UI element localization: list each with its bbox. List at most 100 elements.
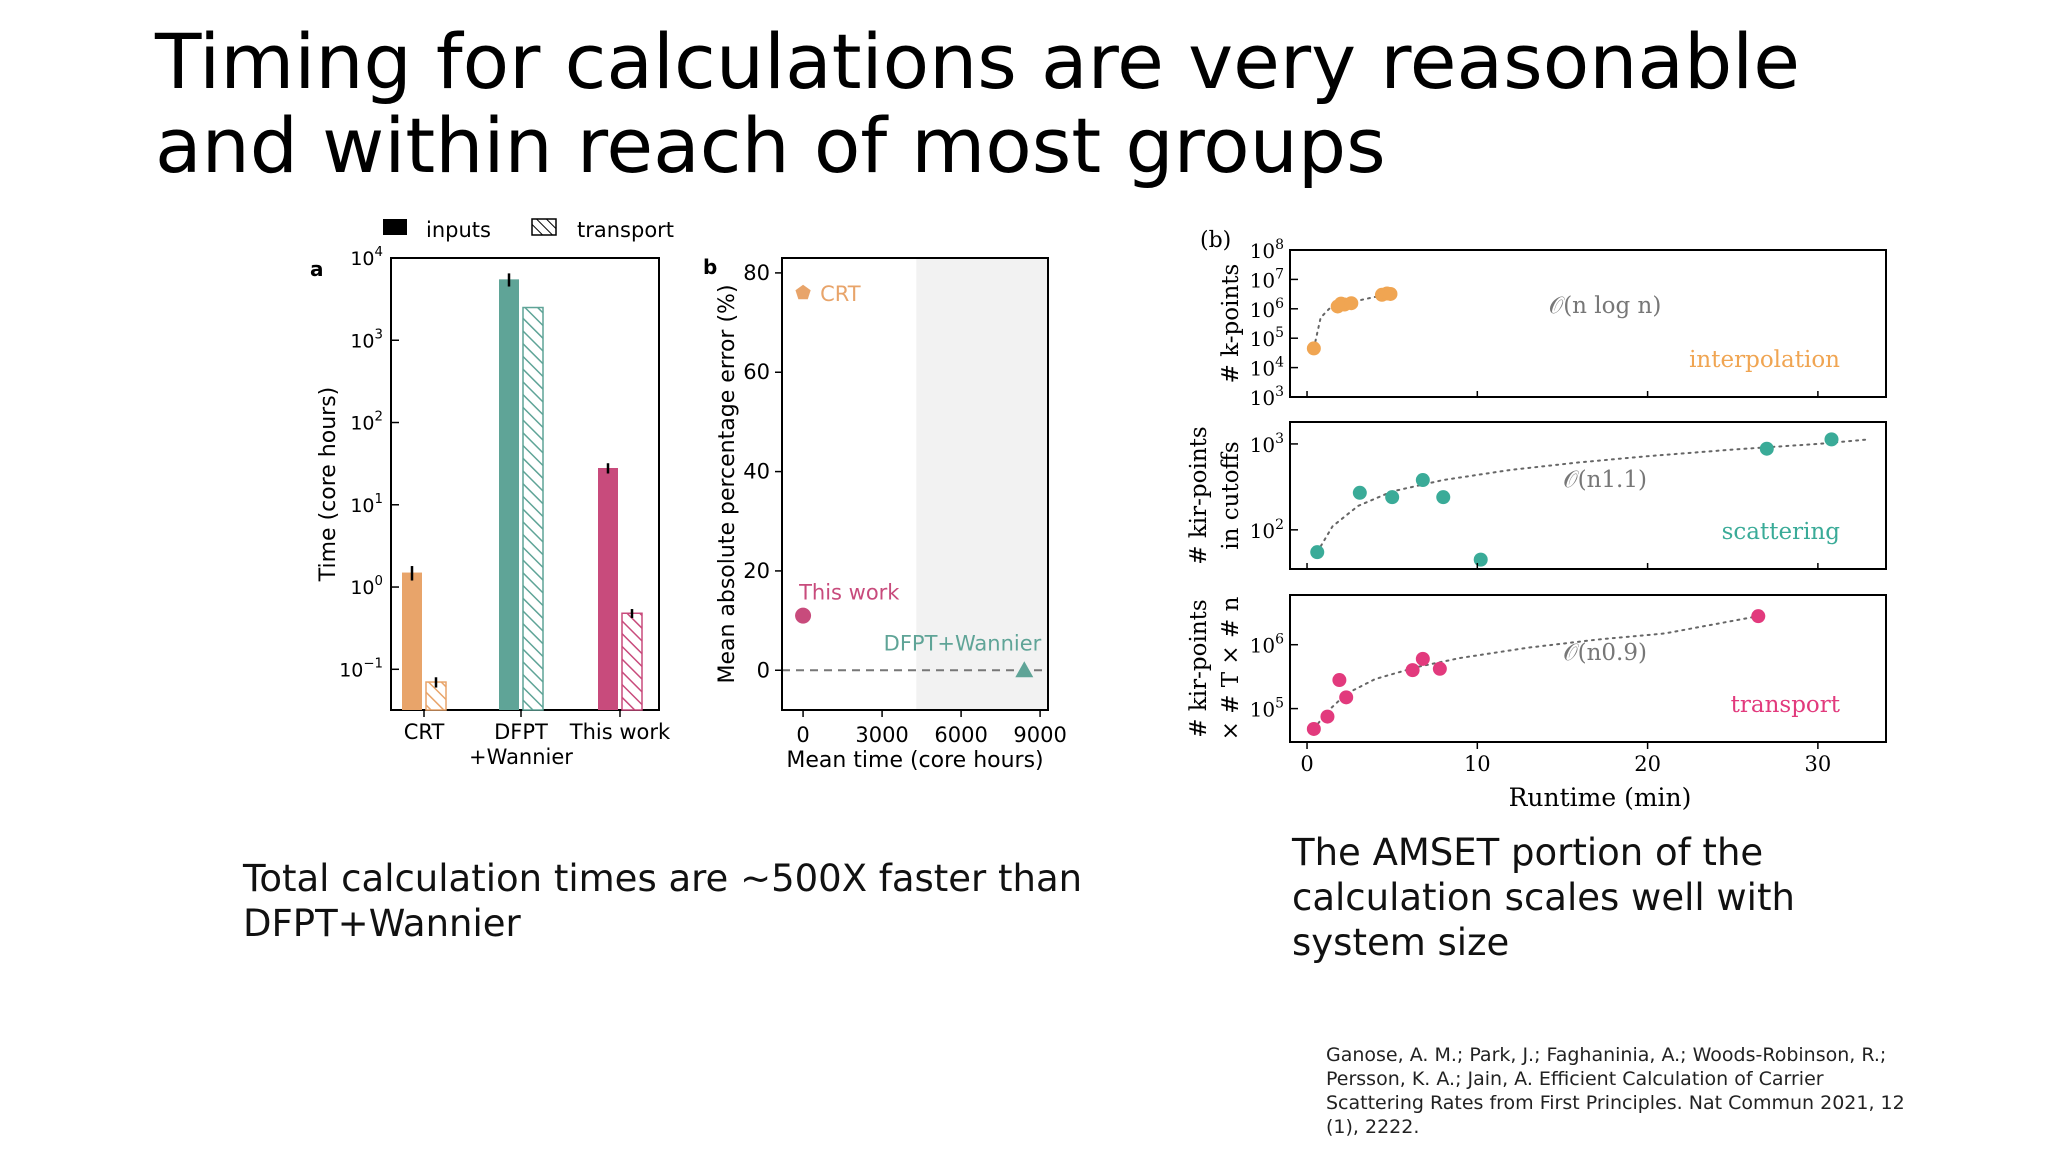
point-dfpt-wannier bbox=[1015, 661, 1034, 678]
subplot-y-tick-label: 102 bbox=[1250, 517, 1284, 543]
panel-a-y-tick-label: 100 bbox=[350, 574, 383, 599]
subplot-y-tick-label-base: 10 bbox=[1250, 239, 1275, 263]
panel-b-label: b bbox=[703, 255, 717, 279]
subplot-y-axis-label: # k-points bbox=[1218, 264, 1244, 384]
subplot-y-tick-label-exponent: 6 bbox=[1275, 296, 1284, 312]
panel-b-y-tick-label: 80 bbox=[743, 261, 770, 285]
subplot-y-tick-label: 103 bbox=[1250, 431, 1284, 457]
bar-inputs-0 bbox=[402, 572, 422, 710]
bar-inputs-1 bbox=[499, 279, 519, 710]
subplot-y-tick-label-exponent: 3 bbox=[1275, 384, 1284, 400]
panel-a-y-tick-label-exponent: 2 bbox=[375, 410, 383, 425]
data-point bbox=[1405, 663, 1420, 678]
panel-a-x-tick-label: CRT bbox=[404, 720, 445, 744]
subplot-y-tick-label: 104 bbox=[1250, 355, 1284, 381]
subplot-y-tick-label-exponent: 5 bbox=[1275, 696, 1284, 712]
panel-a-y-tick-label-exponent: 0 bbox=[375, 574, 383, 589]
panel-b-y-ticks: 0 20 40 60 80 bbox=[743, 261, 782, 682]
panel-scaling-label: (b) bbox=[1200, 228, 1231, 253]
panel-scaling-x-tick-label: 20 bbox=[1634, 752, 1661, 776]
panel-a-y-tick-label: 103 bbox=[350, 327, 383, 352]
panel-a-y-tick-label-exponent: 3 bbox=[375, 327, 383, 342]
series-name: scattering bbox=[1722, 519, 1841, 545]
caption-left: Total calculation times are ~500X faster… bbox=[243, 857, 1083, 945]
panel-b-x-tick-label: 3000 bbox=[855, 723, 908, 747]
panel-a-x-tick-label: This work bbox=[569, 720, 671, 744]
bar-transport-1 bbox=[522, 306, 544, 711]
panel-a-y-axis-label: Time (core hours) bbox=[316, 387, 341, 583]
data-point bbox=[1344, 296, 1359, 311]
panel-b-y-axis-label: Mean absolute percentage error (%) bbox=[715, 284, 740, 683]
legend-label-inputs: inputs bbox=[426, 218, 491, 242]
panel-a-y-tick-label-exponent: −1 bbox=[363, 656, 383, 671]
data-point bbox=[1306, 721, 1321, 736]
data-point bbox=[1751, 609, 1766, 624]
citation: Ganose, A. M.; Park, J.; Faghaninia, A.;… bbox=[1326, 1044, 1905, 1138]
subplot-y-tick-label-base: 10 bbox=[1250, 698, 1275, 722]
panel-b-x-tick-label: 0 bbox=[796, 723, 809, 747]
panel-scaling-x-tick-label: 30 bbox=[1805, 752, 1832, 776]
panel-a-y-tick-label-exponent: 1 bbox=[375, 492, 383, 507]
data-point bbox=[1473, 552, 1488, 567]
panel-a-y-tick-label: 10−1 bbox=[339, 656, 383, 681]
series-name: transport bbox=[1731, 692, 1841, 718]
panel-a-y-tick-label: 101 bbox=[350, 492, 383, 517]
subplot-y-tick-label-base: 10 bbox=[1250, 327, 1275, 351]
data-point bbox=[1824, 432, 1839, 447]
subplot-y-tick-label: 103 bbox=[1250, 384, 1284, 410]
subplot-y-tick-label: 105 bbox=[1250, 325, 1284, 351]
bar-transport-2 bbox=[621, 612, 643, 711]
subplot-y-tick-label-exponent: 3 bbox=[1275, 431, 1284, 447]
panel-b-points: CRT This work DFPT+Wannier bbox=[795, 282, 1042, 678]
subplot-y-tick-label-exponent: 5 bbox=[1275, 325, 1284, 341]
data-point bbox=[1385, 490, 1400, 505]
panel-a-y-tick-label: 102 bbox=[350, 410, 383, 435]
subplot-y-tick-label-exponent: 2 bbox=[1275, 517, 1284, 533]
fit-curve bbox=[1312, 615, 1760, 730]
panel-b-y-tick-label: 0 bbox=[757, 658, 770, 682]
panel-a-x-tick-label: DFPT bbox=[494, 720, 548, 744]
subplot-frame bbox=[1289, 249, 1887, 398]
bar-inputs-2 bbox=[598, 467, 618, 710]
panel-a-y-tick-label-exponent: 4 bbox=[375, 245, 383, 260]
panel-scaling-x-tick-label: 0 bbox=[1300, 752, 1313, 776]
subplot-y-axis-label: # kir-points bbox=[1186, 426, 1212, 564]
subplot-y-tick-label-exponent: 4 bbox=[1275, 355, 1284, 371]
point-this-work bbox=[795, 607, 812, 624]
subplot-y-tick-label: 108 bbox=[1250, 237, 1284, 263]
data-point bbox=[1306, 341, 1321, 356]
panel-a-x-tick-label: +Wannier bbox=[469, 745, 573, 769]
fit-label: 𝒪(n1.1) bbox=[1563, 467, 1647, 493]
point-label: This work bbox=[798, 581, 900, 605]
panel-a-y-tick-label-base: 10 bbox=[350, 330, 374, 352]
subplot-y-axis-label: × # T × # n bbox=[1218, 596, 1244, 740]
subplot-y-tick-label: 105 bbox=[1250, 696, 1284, 722]
panel-scaling-x-tick-label: 10 bbox=[1464, 752, 1491, 776]
data-point bbox=[1320, 709, 1335, 724]
subplot-y-tick-label-base: 10 bbox=[1250, 634, 1275, 658]
subplot-y-tick-label-base: 10 bbox=[1250, 433, 1275, 457]
data-point bbox=[1415, 651, 1430, 666]
panel-b-shaded-region bbox=[916, 258, 1048, 710]
panel-scaling-x-ticks: 0 10 20 30 bbox=[1300, 742, 1831, 776]
data-point bbox=[1436, 490, 1451, 505]
data-point bbox=[1332, 673, 1347, 688]
panel-b-y-tick-label: 20 bbox=[743, 559, 770, 583]
subplot-y-tick-label-exponent: 8 bbox=[1275, 237, 1284, 253]
fit-label: 𝒪(n0.9) bbox=[1563, 640, 1647, 666]
subplot-y-tick-label-base: 10 bbox=[1250, 298, 1275, 322]
subplot-y-tick-label-exponent: 7 bbox=[1275, 266, 1284, 282]
series-name: interpolation bbox=[1689, 347, 1840, 373]
panel-b-x-ticks: 0 3000 6000 9000 bbox=[796, 710, 1067, 747]
subplot-frame bbox=[1289, 594, 1887, 743]
panel-a-y-tick-label-base: 10 bbox=[350, 248, 374, 270]
caption-right: The AMSET portion of the calculation sca… bbox=[1292, 831, 1795, 964]
panel-b-x-tick-label: 9000 bbox=[1013, 723, 1066, 747]
